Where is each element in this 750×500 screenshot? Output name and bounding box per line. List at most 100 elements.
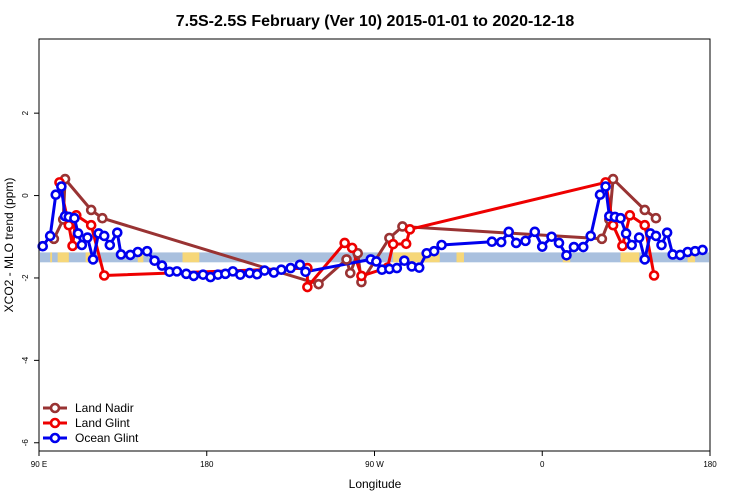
land-band-segment (687, 252, 696, 263)
land-glint-point (387, 238, 399, 250)
ocean-glint-point (44, 230, 56, 242)
ocean-glint-point (639, 254, 651, 265)
x-tick-label: 90 W (365, 460, 384, 469)
x-axis-label: Longitude (349, 477, 402, 491)
land-nadir-point (344, 267, 356, 279)
ocean-glint-point (259, 265, 270, 276)
land-band-segment (137, 252, 144, 263)
legend-land-nadir-marker (49, 402, 61, 414)
ocean-glint-point (436, 239, 447, 251)
ocean-glint-point (235, 269, 246, 280)
ocean-glint-point (585, 230, 597, 242)
ocean-glint-point (294, 259, 306, 271)
y-axis-label: XCO2 - MLO trend (ppm) (2, 178, 16, 313)
ocean-glint-point (76, 239, 88, 251)
ocean-glint-point (115, 249, 127, 260)
y-tick-label: -4 (21, 356, 30, 364)
land-nadir-point (639, 204, 651, 216)
ocean-glint-point (111, 227, 123, 238)
x-tick-label: 90 E (31, 460, 47, 469)
ocean-glint-point (300, 266, 311, 278)
land-nadir-point (85, 204, 97, 216)
land-band-segment (393, 252, 440, 263)
x-axis: 90 E 180 90 W 0 180 (31, 451, 717, 469)
chart-title: 7.5S-2.5S February (Ver 10) 2015-01-01 t… (176, 13, 575, 30)
ocean-glint-point (413, 262, 425, 273)
ocean-glint-point (56, 181, 67, 192)
ocean-glint-point (529, 226, 541, 238)
ocean-glint-point (520, 235, 531, 247)
ocean-glint-point (600, 181, 611, 192)
land-glint-point (85, 219, 97, 231)
land-band-segment (50, 252, 53, 263)
ocean-glint-point (546, 231, 557, 243)
ocean-glint-point (620, 228, 632, 239)
ocean-glint-point (553, 237, 565, 249)
y-tick-label: 0 (21, 193, 30, 198)
land-glint-point (639, 219, 651, 231)
ocean-glint-point (82, 232, 93, 243)
land-glint-point (624, 210, 636, 221)
ocean-glint-point (615, 212, 626, 224)
land-glint-point (98, 270, 110, 281)
land-glint-point (302, 281, 313, 293)
ocean-glint-point (633, 232, 645, 243)
land-glint-point (617, 240, 628, 252)
ocean-glint-point (149, 255, 160, 266)
ocean-glint-point (72, 228, 84, 239)
ocean-glint-point (188, 270, 200, 282)
ocean-glint-point (37, 240, 49, 252)
ocean-glint-point (697, 244, 708, 256)
ocean-glint-point (568, 241, 580, 253)
y-tick-label: -6 (21, 439, 30, 447)
ocean-glint-point (486, 236, 498, 248)
ocean-glint-point (87, 254, 99, 265)
ocean-glint-point (132, 246, 144, 258)
ocean-glint-point (626, 239, 638, 251)
ocean-glint-point (399, 255, 410, 266)
land-nadir-point (650, 212, 662, 224)
y-tick-label: 2 (21, 110, 30, 115)
y-tick-label: -2 (21, 274, 30, 282)
land-glint-point (67, 240, 78, 252)
ocean-glint-point (171, 266, 183, 277)
land-nadir-point (341, 254, 352, 265)
ocean-glint-point (69, 212, 80, 224)
ocean-glint-point (50, 189, 62, 201)
legend-land-nadir-label: Land Nadir (75, 401, 134, 415)
ocean-glint-point (503, 226, 515, 238)
legend-ocean-glint-label: Ocean Glint (75, 431, 139, 445)
series-points (37, 173, 708, 293)
ocean-glint-point (650, 230, 662, 242)
land-glint-point (404, 224, 416, 235)
land-nadir-point (596, 233, 608, 245)
land-band-segment (57, 252, 69, 263)
ocean-glint-point (561, 250, 572, 261)
land-glint-point (356, 270, 367, 282)
legend-land-glint-label: Land Glint (75, 416, 130, 430)
y-axis: 2 0 -2 -4 -6 (21, 110, 39, 446)
land-glint-point (339, 237, 350, 249)
ocean-glint-point (371, 256, 382, 267)
ocean-glint-point (510, 237, 522, 249)
ocean-glint-point (495, 236, 507, 248)
ocean-glint-point (594, 189, 606, 201)
land-band-segment (456, 252, 464, 263)
legend-land-glint-marker (49, 417, 61, 429)
x-tick-label: 180 (703, 460, 717, 469)
x-tick-label: 180 (200, 460, 214, 469)
ocean-glint-point (276, 264, 287, 276)
land-band-segment (620, 252, 640, 263)
land-glint-point (400, 238, 412, 250)
land-glint-point (346, 242, 358, 254)
x-tick-label: 0 (540, 460, 545, 469)
land-band-segment (182, 252, 200, 263)
ocean-glint-point (661, 227, 673, 238)
ocean-glint-point (98, 230, 110, 242)
ocean-glint-point (285, 262, 296, 274)
ocean-glint-point (141, 245, 153, 257)
land-glint-point (648, 270, 660, 281)
ocean-glint-point (156, 260, 168, 271)
